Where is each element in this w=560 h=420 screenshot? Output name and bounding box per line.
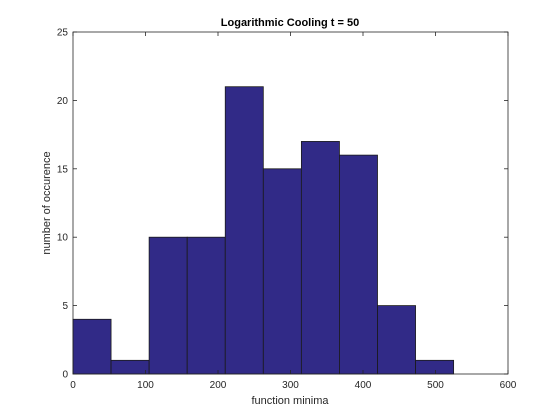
y-tick-label: 25 [57, 28, 69, 39]
x-tick-label: 400 [355, 380, 372, 391]
x-tick-label: 600 [500, 380, 517, 391]
x-tick-label: 500 [427, 380, 444, 391]
histogram-bar [377, 305, 416, 375]
histogram-bar [72, 318, 112, 375]
histogram-bar [186, 236, 226, 375]
x-axis-label: function minima [251, 395, 329, 407]
x-ticks-group: 0 100 200 300 400 500 600 [70, 32, 517, 391]
bars-group [72, 86, 455, 375]
histogram-bar [262, 168, 302, 375]
y-tick-label: 10 [57, 233, 69, 244]
y-tick-label: 15 [57, 164, 69, 175]
histogram-bar [110, 359, 150, 375]
y-tick-label: 5 [62, 301, 68, 312]
x-tick-label: 0 [70, 380, 76, 391]
y-tick-label: 20 [57, 96, 69, 107]
histogram-bar [415, 359, 455, 375]
x-tick-label: 200 [210, 380, 227, 391]
y-ticks-group: 0 5 10 15 20 25 [57, 28, 508, 381]
chart-title: Logarithmic Cooling t = 50 [221, 17, 359, 29]
x-tick-label: 100 [137, 380, 154, 391]
histogram-bar [224, 86, 264, 375]
x-tick-label: 300 [282, 380, 299, 391]
y-axis-label: number of occurence [41, 151, 53, 254]
histogram-bar [339, 154, 378, 375]
histogram-bar [300, 141, 340, 375]
y-tick-label: 0 [62, 370, 68, 381]
histogram-bar [148, 236, 188, 375]
